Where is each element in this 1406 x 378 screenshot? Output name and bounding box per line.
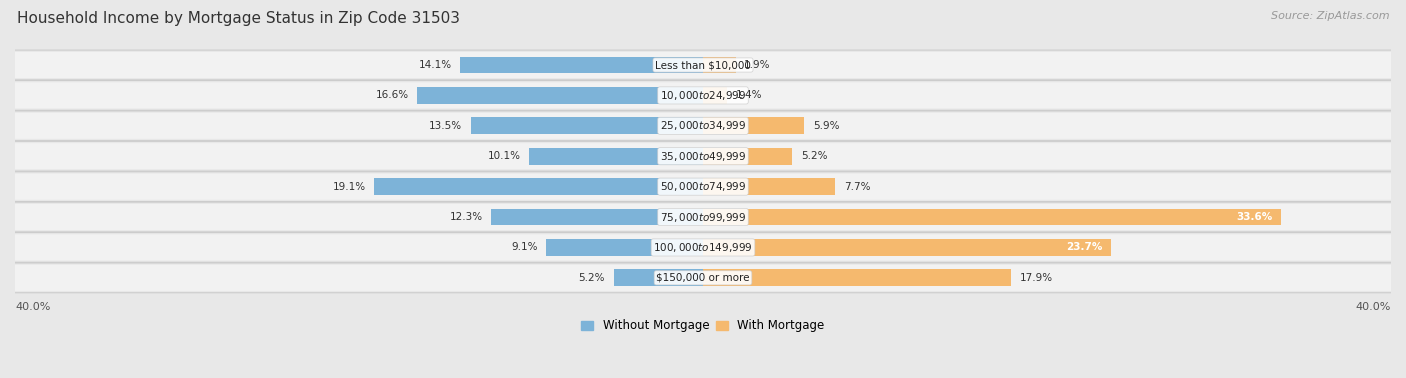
Text: $50,000 to $74,999: $50,000 to $74,999	[659, 180, 747, 193]
Bar	[492, 209, 703, 225]
Bar	[703, 270, 1011, 286]
Text: 7.7%: 7.7%	[844, 182, 870, 192]
Bar	[703, 148, 793, 164]
Text: 13.5%: 13.5%	[429, 121, 463, 131]
FancyBboxPatch shape	[10, 204, 1396, 230]
Text: Household Income by Mortgage Status in Zip Code 31503: Household Income by Mortgage Status in Z…	[17, 11, 460, 26]
Bar	[471, 118, 703, 134]
Bar	[613, 270, 703, 286]
FancyBboxPatch shape	[10, 174, 1396, 200]
Text: Source: ZipAtlas.com: Source: ZipAtlas.com	[1271, 11, 1389, 21]
Text: 17.9%: 17.9%	[1019, 273, 1053, 283]
Text: 14.1%: 14.1%	[419, 60, 451, 70]
Text: 1.9%: 1.9%	[744, 60, 770, 70]
Bar	[703, 239, 1111, 256]
Text: $100,000 to $149,999: $100,000 to $149,999	[654, 241, 752, 254]
Bar	[547, 239, 703, 256]
Text: $150,000 or more: $150,000 or more	[657, 273, 749, 283]
Bar	[703, 87, 727, 104]
FancyBboxPatch shape	[7, 263, 1399, 293]
Bar	[461, 57, 703, 73]
Text: 16.6%: 16.6%	[375, 90, 409, 101]
Text: 5.2%: 5.2%	[578, 273, 605, 283]
FancyBboxPatch shape	[10, 82, 1396, 108]
Text: 10.1%: 10.1%	[488, 151, 520, 161]
FancyBboxPatch shape	[7, 50, 1399, 80]
Text: 40.0%: 40.0%	[1355, 302, 1391, 311]
Bar	[529, 148, 703, 164]
Bar	[703, 209, 1281, 225]
Text: 33.6%: 33.6%	[1236, 212, 1272, 222]
FancyBboxPatch shape	[10, 52, 1396, 78]
Bar	[703, 118, 804, 134]
FancyBboxPatch shape	[7, 111, 1399, 141]
Text: 12.3%: 12.3%	[450, 212, 482, 222]
FancyBboxPatch shape	[10, 265, 1396, 291]
Text: 1.4%: 1.4%	[735, 90, 762, 101]
FancyBboxPatch shape	[7, 202, 1399, 232]
Text: $35,000 to $49,999: $35,000 to $49,999	[659, 150, 747, 163]
Bar	[374, 178, 703, 195]
FancyBboxPatch shape	[7, 141, 1399, 171]
FancyBboxPatch shape	[7, 172, 1399, 201]
Bar	[703, 57, 735, 73]
Legend: Without Mortgage, With Mortgage: Without Mortgage, With Mortgage	[576, 315, 830, 337]
Bar	[703, 178, 835, 195]
FancyBboxPatch shape	[7, 232, 1399, 262]
Text: $25,000 to $34,999: $25,000 to $34,999	[659, 119, 747, 132]
Text: 23.7%: 23.7%	[1066, 242, 1102, 253]
FancyBboxPatch shape	[10, 113, 1396, 139]
Text: Less than $10,000: Less than $10,000	[655, 60, 751, 70]
Bar	[418, 87, 703, 104]
FancyBboxPatch shape	[7, 81, 1399, 110]
Text: $75,000 to $99,999: $75,000 to $99,999	[659, 211, 747, 223]
Text: 40.0%: 40.0%	[15, 302, 51, 311]
Text: 9.1%: 9.1%	[512, 242, 538, 253]
FancyBboxPatch shape	[10, 143, 1396, 169]
Text: 19.1%: 19.1%	[333, 182, 366, 192]
Text: 5.2%: 5.2%	[801, 151, 828, 161]
Text: 5.9%: 5.9%	[813, 121, 839, 131]
Text: $10,000 to $24,999: $10,000 to $24,999	[659, 89, 747, 102]
FancyBboxPatch shape	[10, 234, 1396, 260]
